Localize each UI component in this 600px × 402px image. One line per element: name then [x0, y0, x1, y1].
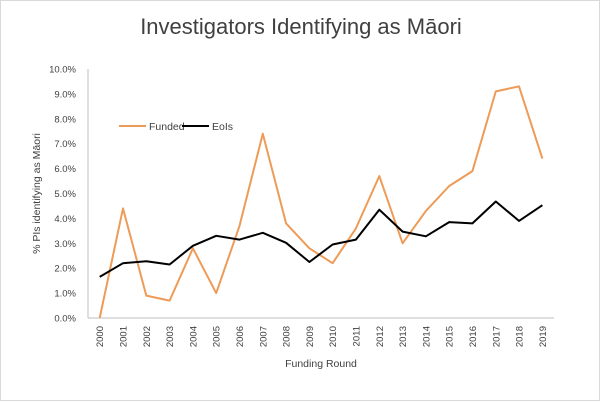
y-tick-label: 4.0% [54, 214, 76, 225]
series-line-eois [99, 200, 543, 278]
x-axis-label: Funding Round [285, 358, 357, 370]
series-line-funded [98, 85, 544, 319]
axes [87, 69, 554, 319]
x-tick-label: 2019 [538, 326, 549, 347]
y-tick-label: 0.0% [54, 314, 76, 325]
legend-label-eois: EoIs [212, 121, 233, 133]
legend: Funded EoIs [119, 121, 233, 133]
x-tick-label: 2014 [421, 326, 432, 347]
x-tick-label: 2000 [95, 326, 106, 347]
y-tick-label: 1.0% [54, 289, 76, 300]
y-axis-label: % PIs identifying as Māori [31, 133, 43, 254]
y-tick-label: 7.0% [54, 139, 76, 150]
x-tick-label: 2015 [445, 326, 456, 347]
x-tick-label: 2007 [258, 326, 269, 347]
x-tick-label: 2009 [305, 326, 316, 347]
x-tick-label: 2001 [118, 326, 129, 347]
y-tick-label: 8.0% [54, 114, 76, 125]
x-tick-label: 2016 [468, 326, 479, 347]
y-tick-label: 6.0% [54, 164, 76, 175]
x-tick-label: 2010 [328, 326, 339, 347]
chart-title: Investigators Identifying as Māori [140, 14, 462, 39]
x-tick-label: 2012 [375, 326, 386, 347]
x-tick-label: 2005 [212, 326, 223, 347]
y-tick-label: 5.0% [54, 189, 76, 200]
y-tick-label: 10.0% [49, 65, 76, 76]
y-tick-label: 2.0% [54, 264, 76, 275]
x-tick-label: 2013 [398, 326, 409, 347]
x-tick-label: 2008 [282, 326, 293, 347]
y-tick-label: 9.0% [54, 89, 76, 100]
series-lines [98, 85, 544, 319]
y-tick-labels: 0.0% 1.0% 2.0% 3.0% 4.0% 5.0% 6.0% 7.0% 8.0% 9.0%… [49, 65, 76, 325]
x-tick-label: 2011 [351, 326, 362, 346]
legend-label-funded: Funded [149, 121, 185, 133]
x-tick-label: 2006 [235, 326, 246, 347]
y-tick-label: 3.0% [54, 239, 76, 250]
x-tick-label: 2002 [142, 326, 153, 347]
x-tick-label: 2018 [515, 326, 526, 347]
x-tick-label: 2003 [165, 326, 176, 347]
x-tick-labels: 2000 2001 2002 2003 2004 2005 2006 2007 2008 2009… [95, 326, 549, 347]
x-tick-label: 2004 [188, 326, 199, 347]
x-tick-label: 2017 [491, 326, 502, 347]
